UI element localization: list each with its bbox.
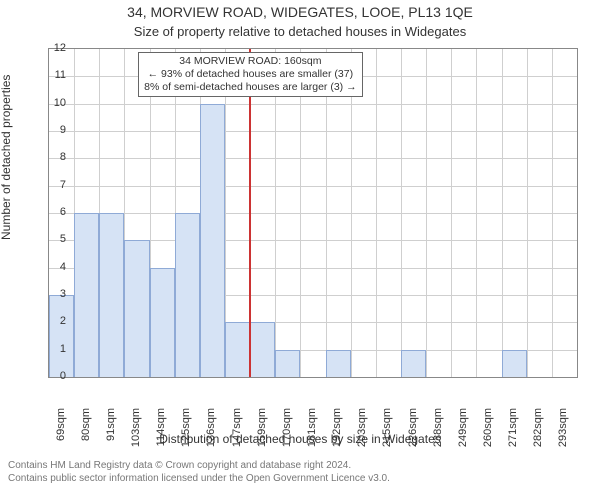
gridline-vertical (552, 49, 553, 377)
y-tick: 9 (44, 124, 66, 136)
histogram-bar (124, 240, 149, 377)
page-subtitle: Size of property relative to detached ho… (0, 24, 600, 39)
y-tick: 7 (44, 179, 66, 191)
y-axis-label: Number of detached properties (0, 75, 13, 240)
footer-line-2: Contains public sector information licen… (8, 473, 390, 486)
subject-property-marker (249, 49, 251, 377)
histogram-bar (200, 104, 225, 377)
y-tick: 6 (44, 206, 66, 218)
gridline-vertical (326, 49, 327, 377)
y-tick: 4 (44, 261, 66, 273)
gridline-horizontal (49, 104, 577, 105)
histogram-bar (401, 350, 426, 377)
histogram-bar (99, 213, 124, 377)
y-tick: 1 (44, 343, 66, 355)
y-tick: 11 (44, 69, 66, 81)
gridline-horizontal (49, 213, 577, 214)
infobox-line: ← 93% of detached houses are smaller (37… (144, 68, 356, 81)
gridline-vertical (401, 49, 402, 377)
infobox-line: 8% of semi-detached houses are larger (3… (144, 81, 356, 94)
chart-infobox: 34 MORVIEW ROAD: 160sqm← 93% of detached… (138, 52, 362, 97)
y-tick: 3 (44, 288, 66, 300)
gridline-horizontal (49, 186, 577, 187)
gridline-vertical (476, 49, 477, 377)
y-tick: 10 (44, 97, 66, 109)
histogram-bar (150, 268, 175, 377)
y-tick: 2 (44, 315, 66, 327)
y-tick: 12 (44, 42, 66, 54)
gridline-vertical (527, 49, 528, 377)
footer-line-1: Contains HM Land Registry data © Crown c… (8, 460, 390, 473)
histogram-bar (225, 322, 250, 377)
gridline-vertical (300, 49, 301, 377)
histogram-bar (74, 213, 99, 377)
gridline-vertical (275, 49, 276, 377)
gridline-vertical (376, 49, 377, 377)
x-axis-label: Distribution of detached houses by size … (0, 432, 600, 446)
infobox-line: 34 MORVIEW ROAD: 160sqm (144, 55, 356, 68)
gridline-horizontal (49, 158, 577, 159)
gridline-vertical (426, 49, 427, 377)
y-tick: 8 (44, 151, 66, 163)
y-tick: 0 (44, 370, 66, 382)
histogram-bar (250, 322, 275, 377)
histogram-bar (326, 350, 351, 377)
gridline-vertical (351, 49, 352, 377)
page-title: 34, MORVIEW ROAD, WIDEGATES, LOOE, PL13 … (0, 4, 600, 20)
y-tick: 5 (44, 233, 66, 245)
histogram-bar (275, 350, 300, 377)
gridline-vertical (451, 49, 452, 377)
chart-plot-area: 34 MORVIEW ROAD: 160sqm← 93% of detached… (48, 48, 578, 378)
histogram-bar (49, 295, 74, 377)
gridline-vertical (502, 49, 503, 377)
histogram-bar (175, 213, 200, 377)
histogram-bar (502, 350, 527, 377)
gridline-horizontal (49, 131, 577, 132)
